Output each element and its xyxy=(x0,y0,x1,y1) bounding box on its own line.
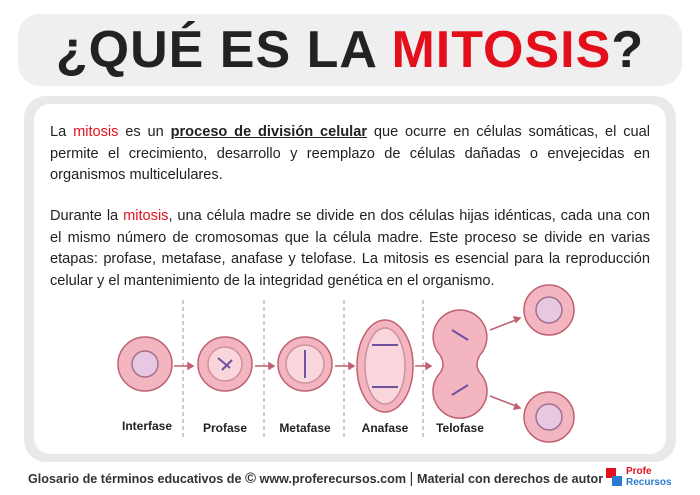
phase-label: Telofase xyxy=(436,421,484,435)
title-highlight: MITOSIS xyxy=(391,21,612,79)
text: Durante la xyxy=(50,208,124,224)
text: La xyxy=(50,124,74,140)
dividers xyxy=(182,300,424,440)
title-part: ? xyxy=(611,21,645,79)
footer: Glosario de términos educativos de © www… xyxy=(28,470,603,487)
cells xyxy=(117,284,575,443)
text: que ocurre en células somáticas, el cual… xyxy=(50,124,651,183)
phase-label: Interfase xyxy=(122,419,172,433)
title: ¿QUÉ ES LA MITOSIS? xyxy=(18,14,682,86)
content-panel: La mitosis es un proceso de división cel… xyxy=(24,96,676,462)
paragraph: Durante la mitosis, una célula madre se … xyxy=(50,206,650,292)
paragraph: La mitosis es un proceso de división cel… xyxy=(50,122,650,187)
phase-label: Metafase xyxy=(279,421,331,435)
separator: | xyxy=(409,470,414,487)
text: es un xyxy=(118,124,171,140)
highlight: mitosis xyxy=(73,124,119,140)
link-term: proceso de división celular xyxy=(170,124,368,140)
website: www.proferecursos.com xyxy=(259,472,407,486)
title-part: ¿QUÉ ES LA xyxy=(55,21,392,79)
copyright: © xyxy=(244,470,257,487)
chromosomes xyxy=(217,329,469,396)
phase-label: Profase xyxy=(203,421,247,435)
highlight: mitosis xyxy=(123,208,169,224)
phase-label: Anafase xyxy=(362,421,409,435)
text: , una célula madre se divide en dos célu… xyxy=(50,208,650,289)
footer-text: Glosario de términos educativos de xyxy=(28,472,242,486)
content-inner: La mitosis es un proceso de división cel… xyxy=(34,104,666,454)
logo-text: Profe xyxy=(626,466,652,477)
logo-text: Recursos xyxy=(626,477,672,488)
phase-labels: Interfase Profase Metafase Anafase Telof… xyxy=(122,419,484,435)
rights: Material con derechos de autor xyxy=(416,472,604,486)
arrows xyxy=(174,316,522,410)
